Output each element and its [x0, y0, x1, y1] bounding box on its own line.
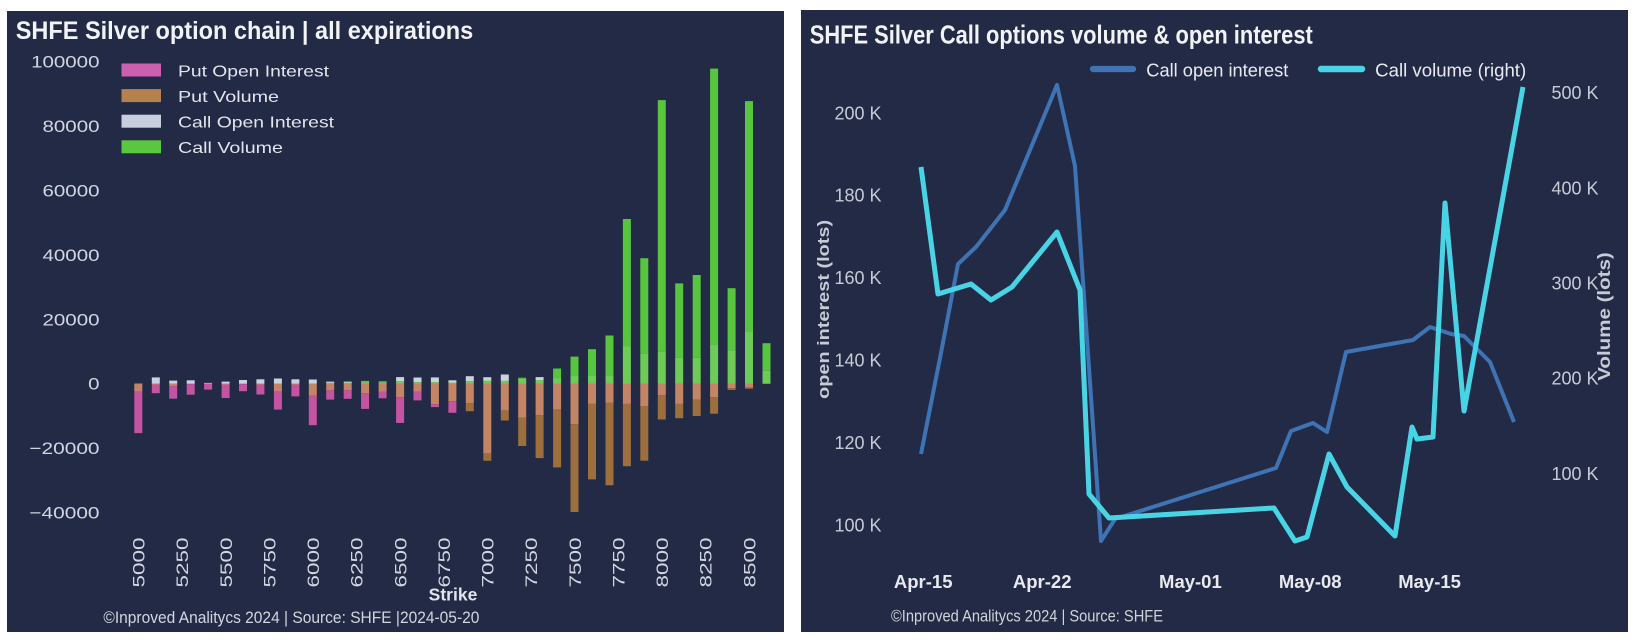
svg-text:7750: 7750 — [611, 538, 629, 588]
svg-text:Call open interest: Call open interest — [1146, 61, 1288, 81]
svg-text:200 K: 200 K — [1552, 369, 1599, 389]
svg-text:Call volume (right): Call volume (right) — [1375, 61, 1526, 81]
svg-text:120 K: 120 K — [834, 433, 881, 453]
svg-text:5000: 5000 — [131, 538, 149, 588]
svg-text:6000: 6000 — [305, 538, 323, 588]
svg-text:300 K: 300 K — [1552, 274, 1599, 294]
svg-text:©Inproved Analitycs 2024 | Sou: ©Inproved Analitycs 2024 | Source: SHFE … — [103, 608, 479, 627]
svg-text:Apr-22: Apr-22 — [1013, 571, 1072, 592]
svg-text:May-01: May-01 — [1159, 571, 1222, 592]
svg-text:60000: 60000 — [43, 182, 100, 201]
svg-text:Strike: Strike — [429, 585, 478, 605]
svg-text:open interest (lots): open interest (lots) — [814, 220, 833, 399]
svg-text:100 K: 100 K — [1552, 464, 1599, 484]
svg-text:5250: 5250 — [174, 538, 192, 588]
svg-text:400 K: 400 K — [1552, 178, 1599, 198]
svg-text:160 K: 160 K — [834, 268, 881, 288]
svg-text:140 K: 140 K — [834, 351, 881, 371]
svg-text:200 K: 200 K — [834, 103, 881, 123]
svg-text:Put Volume: Put Volume — [178, 89, 279, 106]
svg-text:5750: 5750 — [262, 538, 280, 588]
svg-text:7000: 7000 — [480, 538, 498, 588]
svg-text:SHFE Silver Call options volum: SHFE Silver Call options volume & open i… — [810, 20, 1313, 50]
svg-text:−20000: −20000 — [29, 439, 99, 458]
svg-text:Call Volume: Call Volume — [178, 140, 283, 157]
svg-text:80000: 80000 — [43, 117, 100, 136]
svg-text:Apr-15: Apr-15 — [894, 571, 953, 592]
svg-text:May-15: May-15 — [1398, 571, 1461, 592]
svg-text:Volume (lots): Volume (lots) — [1594, 252, 1614, 381]
svg-text:6250: 6250 — [349, 538, 367, 588]
svg-text:Put Open Interest: Put Open Interest — [178, 63, 330, 80]
svg-text:20000: 20000 — [43, 310, 100, 329]
svg-text:Call Open Interest: Call Open Interest — [178, 115, 335, 132]
svg-text:May-08: May-08 — [1279, 571, 1342, 592]
svg-text:−40000: −40000 — [29, 504, 99, 523]
svg-text:100 K: 100 K — [834, 515, 881, 535]
svg-text:©Inproved Analitycs 2024 | Sou: ©Inproved Analitycs 2024 | Source: SHFE — [891, 607, 1163, 626]
svg-text:180 K: 180 K — [834, 186, 881, 206]
svg-text:8000: 8000 — [654, 538, 672, 588]
svg-text:40000: 40000 — [43, 246, 100, 265]
svg-text:7250: 7250 — [523, 538, 541, 588]
svg-text:8250: 8250 — [698, 538, 716, 588]
svg-text:6750: 6750 — [436, 538, 454, 588]
svg-text:6500: 6500 — [392, 538, 410, 588]
svg-text:SHFE Silver option chain | all: SHFE Silver option chain | all expiratio… — [16, 17, 474, 45]
svg-text:500 K: 500 K — [1552, 83, 1599, 103]
svg-text:5500: 5500 — [218, 538, 236, 588]
svg-text:7500: 7500 — [567, 538, 585, 588]
svg-text:8500: 8500 — [741, 538, 759, 588]
svg-text:0: 0 — [88, 375, 99, 394]
svg-text:100000: 100000 — [31, 53, 99, 72]
